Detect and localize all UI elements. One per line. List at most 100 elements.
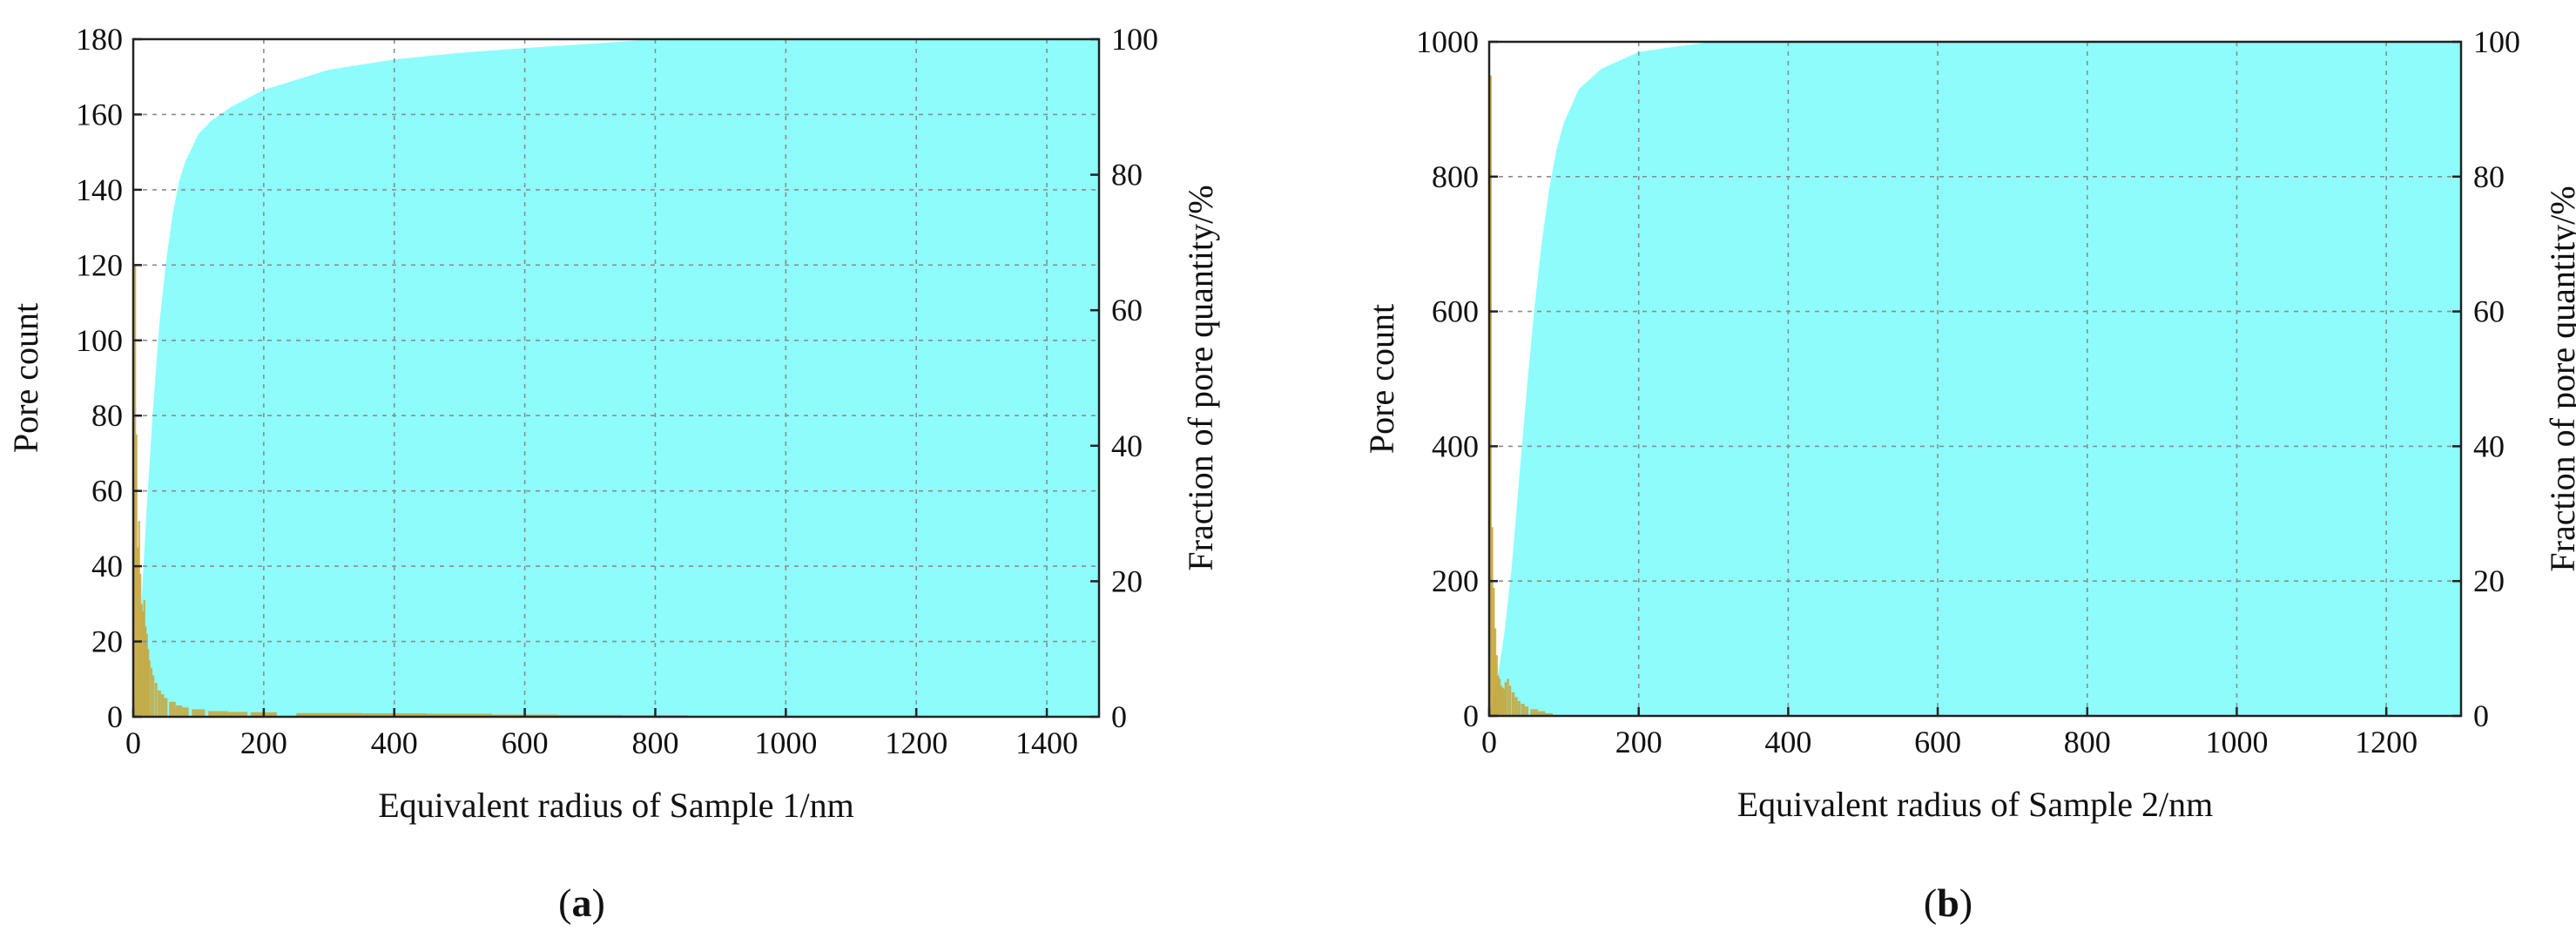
histogram-bar: [427, 713, 493, 717]
y-left-tick-label: 200: [1432, 563, 1479, 598]
histogram-bar: [154, 683, 158, 717]
x-tick-label: 1200: [2355, 725, 2418, 759]
histogram-bar: [1514, 697, 1518, 716]
y-left-tick-label: 120: [76, 247, 123, 282]
histogram-bar: [1502, 689, 1506, 716]
x-tick-label: 600: [502, 725, 549, 760]
histogram-bar: [182, 707, 189, 717]
histogram-bar: [164, 698, 168, 717]
y-left-tick-label: 80: [91, 398, 123, 433]
histogram-bar: [147, 649, 150, 717]
histogram-bar: [138, 521, 140, 717]
histogram-bar: [1497, 675, 1500, 716]
y-right-axis-label: Fraction of pore quantity/%: [2543, 186, 2576, 571]
histogram-bar: [169, 701, 176, 717]
y-right-tick-label: 20: [2473, 563, 2505, 598]
histogram-bar: [1504, 682, 1507, 716]
x-tick-label: 0: [125, 725, 141, 760]
histogram-bar: [1511, 692, 1515, 716]
y-left-tick-label: 20: [91, 624, 123, 659]
y-left-tick-label: 60: [91, 474, 123, 509]
y-right-tick-label: 20: [1111, 563, 1143, 598]
y-right-tick-label: 80: [2473, 159, 2505, 194]
y-right-tick-label: 100: [1111, 22, 1158, 57]
histogram-bar: [145, 626, 147, 717]
histogram-bar: [1500, 685, 1502, 716]
histogram-bar: [140, 604, 143, 717]
histogram-bar: [208, 711, 228, 717]
histogram-bar: [142, 611, 145, 717]
histogram-bar: [137, 547, 139, 717]
x-tick-label: 1400: [1015, 725, 1078, 760]
histogram-bar: [175, 705, 183, 717]
chart-panel-a: 0 200 400 600 800 1000 1200 1400020406080100120…: [6, 22, 1220, 925]
histogram-bar: [148, 660, 151, 717]
histogram-bar: [1530, 709, 1538, 716]
histogram-bar: [1507, 678, 1509, 716]
histogram-bar: [1501, 687, 1504, 716]
y-left-tick-label: 0: [1463, 698, 1479, 733]
y-left-axis-label: Pore count: [1362, 304, 1401, 454]
panel-caption: (b): [1924, 881, 1972, 925]
y-right-tick-label: 40: [2473, 429, 2505, 463]
y-left-tick-label: 140: [76, 172, 123, 207]
histogram-bar: [1524, 706, 1529, 716]
x-axis-label: Equivalent radius of Sample 1/nm: [378, 786, 854, 825]
x-tick-label: 1000: [2205, 725, 2268, 759]
histogram-bar: [1495, 655, 1498, 716]
x-tick-label: 0: [1481, 725, 1497, 759]
y-left-tick-label: 800: [1432, 159, 1479, 194]
cumulative-area: [1489, 42, 2461, 716]
y-right-tick-label: 100: [2473, 24, 2520, 59]
y-left-tick-label: 160: [76, 97, 123, 132]
y-right-tick-label: 60: [2473, 294, 2505, 329]
y-right-tick-label: 80: [1111, 158, 1143, 192]
y-left-axis-label: Pore count: [6, 303, 45, 453]
x-tick-label: 400: [1764, 725, 1811, 759]
y-left-tick-label: 100: [76, 323, 123, 358]
x-tick-label: 600: [1914, 725, 1961, 759]
y-left-tick-label: 40: [91, 549, 123, 584]
histogram-bar: [158, 690, 161, 717]
histogram-bar: [1508, 685, 1512, 716]
y-right-tick-label: 0: [2473, 698, 2489, 733]
x-tick-label: 200: [240, 725, 287, 760]
histogram-bar: [1492, 587, 1495, 716]
histogram-bar: [1545, 712, 1553, 716]
plot-frame: [131, 37, 1101, 719]
x-tick-label: 400: [371, 725, 418, 760]
histogram-bar: [135, 434, 138, 717]
y-left-tick-label: 1000: [1416, 24, 1479, 59]
histogram-bar: [1494, 628, 1497, 716]
histogram-bar: [1537, 711, 1546, 716]
x-axis-label: Equivalent radius of Sample 2/nm: [1737, 785, 2214, 824]
y-right-tick-label: 0: [1111, 699, 1127, 734]
histogram-bar: [145, 633, 148, 717]
y-left-tick-label: 180: [76, 22, 123, 57]
histogram-bar: [296, 712, 362, 717]
chart-panel-b: 0 200 400 600 800 1000 1200 0 200 400 600 800 1000 0 2…: [1362, 24, 2576, 925]
x-tick-label: 200: [1615, 725, 1662, 759]
x-tick-label: 1200: [885, 725, 947, 760]
histogram-bar: [1489, 75, 1492, 716]
y-left-tick-label: 400: [1432, 429, 1479, 463]
cumulative-area: [133, 39, 1099, 717]
x-tick-label: 1000: [754, 725, 817, 760]
panel-caption: (a): [558, 881, 605, 925]
histogram-bar: [143, 600, 145, 717]
plot-frame: [1487, 40, 2463, 718]
histogram-bar: [1498, 678, 1501, 716]
histogram-bar: [1517, 701, 1521, 716]
histogram-bar: [152, 675, 155, 717]
histogram-bar: [1491, 527, 1494, 716]
x-tick-label: 800: [631, 725, 678, 760]
y-left-tick-label: 0: [107, 699, 123, 734]
histogram-bar: [150, 667, 153, 717]
histogram-bar: [227, 712, 248, 717]
y-left-tick-label: 600: [1432, 294, 1479, 329]
histogram-bar: [1521, 704, 1525, 716]
y-right-tick-label: 40: [1111, 429, 1143, 463]
histogram-bar: [139, 573, 142, 717]
y-right-tick-label: 60: [1111, 293, 1143, 327]
